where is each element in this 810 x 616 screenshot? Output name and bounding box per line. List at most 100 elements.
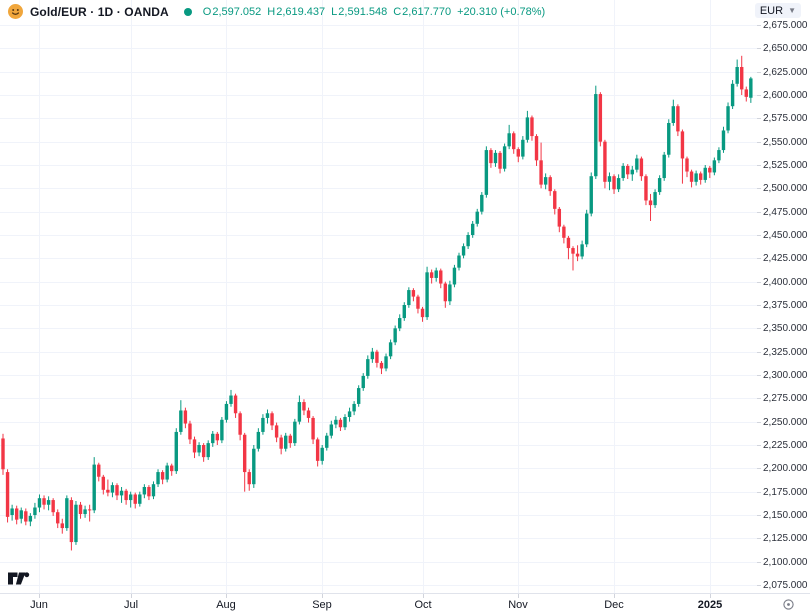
candle-body xyxy=(398,318,402,329)
candle-body xyxy=(201,445,206,458)
candle-body xyxy=(557,208,562,227)
price-axis-tick xyxy=(757,445,761,446)
candle-body xyxy=(311,417,315,440)
time-axis[interactable]: Jun Jul Aug Sep Oct Nov Dec 2025 xyxy=(0,593,810,616)
candle-body xyxy=(160,472,165,480)
candle-body xyxy=(215,433,220,441)
candle-body xyxy=(256,431,261,449)
candle-body xyxy=(516,149,520,157)
time-axis-tick xyxy=(131,594,132,598)
price-axis-label: 2,225.000 xyxy=(763,440,808,451)
candle-body xyxy=(133,494,137,504)
low-value: 2,591.548 xyxy=(338,5,388,18)
candle-body xyxy=(512,133,516,150)
candle-body xyxy=(434,270,438,278)
close-value: 2,617.770 xyxy=(402,5,452,18)
candle-body xyxy=(14,508,19,520)
candle-body xyxy=(1,438,5,470)
candle-body xyxy=(315,439,320,461)
price-axis-label: 2,450.000 xyxy=(763,230,808,241)
candle-body xyxy=(356,388,361,404)
tradingview-logo[interactable] xyxy=(8,571,30,586)
candle-body xyxy=(92,464,96,511)
candle-body xyxy=(42,498,46,505)
time-axis-tick xyxy=(614,594,615,598)
candle-body xyxy=(306,410,311,418)
candle-body xyxy=(680,131,685,159)
candle-body xyxy=(151,484,156,497)
candle-body xyxy=(297,402,302,422)
candle-body xyxy=(616,178,621,190)
candle-body xyxy=(5,472,10,517)
candle-body xyxy=(439,270,443,284)
candle-body xyxy=(170,465,174,472)
candle-body xyxy=(51,500,55,513)
candle-body xyxy=(466,235,470,247)
candle-body xyxy=(119,490,124,496)
price-axis-tick xyxy=(757,212,761,213)
price-axis-tick xyxy=(757,585,761,586)
price-axis-label: 2,525.000 xyxy=(763,160,808,171)
candle-body xyxy=(128,494,133,501)
price-axis-label: 2,300.000 xyxy=(763,370,808,381)
candle-body xyxy=(607,176,612,182)
time-axis-tick xyxy=(423,594,424,598)
candle-body xyxy=(589,176,593,214)
candle-body xyxy=(188,423,192,440)
currency-selector-button[interactable]: EUR ▼ xyxy=(754,3,801,18)
candle-body xyxy=(174,431,178,472)
candle-body xyxy=(206,443,210,458)
candle-body xyxy=(78,504,83,515)
time-axis-label: Nov xyxy=(508,599,528,611)
candle-body xyxy=(539,160,543,185)
candle-body xyxy=(735,67,739,84)
candle-body xyxy=(233,395,238,414)
candlestick-chart[interactable] xyxy=(0,0,757,593)
price-axis-tick xyxy=(757,538,761,539)
candle-body xyxy=(329,424,334,436)
candle-body xyxy=(507,133,511,147)
candle-body xyxy=(384,356,388,369)
price-axis[interactable]: 2,675.000 2,650.000 2,625.000 2,600.000 2,57… xyxy=(757,0,810,593)
candle-body xyxy=(694,173,698,182)
candle-body xyxy=(584,213,589,245)
chevron-down-icon: ▼ xyxy=(788,5,796,15)
candle-body xyxy=(352,403,356,412)
candle-body xyxy=(648,200,653,206)
candle-body xyxy=(347,411,352,417)
chart-legend: Gold/EUR · 1D · OANDA O 2,597.052 H 2,619.… xyxy=(8,4,545,19)
candle-body xyxy=(685,158,689,172)
candle-body xyxy=(338,419,343,428)
candle-body xyxy=(548,177,552,192)
price-axis-tick xyxy=(757,118,761,119)
candle-body xyxy=(238,413,242,435)
candle-body xyxy=(115,485,119,496)
ohlc-readout: O 2,597.052 H 2,619.437 L 2,591.548 C 2,617.… xyxy=(203,6,545,18)
series-visibility-dot[interactable] xyxy=(183,7,192,16)
time-axis-settings-icon[interactable] xyxy=(782,598,795,611)
candle-body xyxy=(138,494,142,504)
candle-body xyxy=(411,290,416,297)
open-value: 2,597.052 xyxy=(212,5,262,18)
price-axis-label: 2,200.000 xyxy=(763,463,808,474)
candle-body xyxy=(388,342,393,357)
chart-plot-area[interactable] xyxy=(0,0,757,593)
candle-body xyxy=(416,296,420,309)
candle-body xyxy=(334,419,338,425)
candle-body xyxy=(279,437,283,449)
candle-body xyxy=(594,94,598,177)
price-axis-label: 2,250.000 xyxy=(763,417,808,428)
price-axis-label: 2,125.000 xyxy=(763,533,808,544)
gold-symbol-icon xyxy=(8,4,23,19)
candle-body xyxy=(708,167,712,173)
time-axis-tick xyxy=(710,594,711,598)
candle-body xyxy=(429,272,434,278)
candle-body xyxy=(142,487,147,495)
symbol-title[interactable]: Gold/EUR · 1D · OANDA xyxy=(30,4,169,19)
high-value: 2,619.437 xyxy=(276,5,326,18)
low-label: L xyxy=(331,5,338,18)
candle-body xyxy=(211,433,215,444)
candle-body xyxy=(457,255,461,268)
candle-body xyxy=(448,284,452,302)
